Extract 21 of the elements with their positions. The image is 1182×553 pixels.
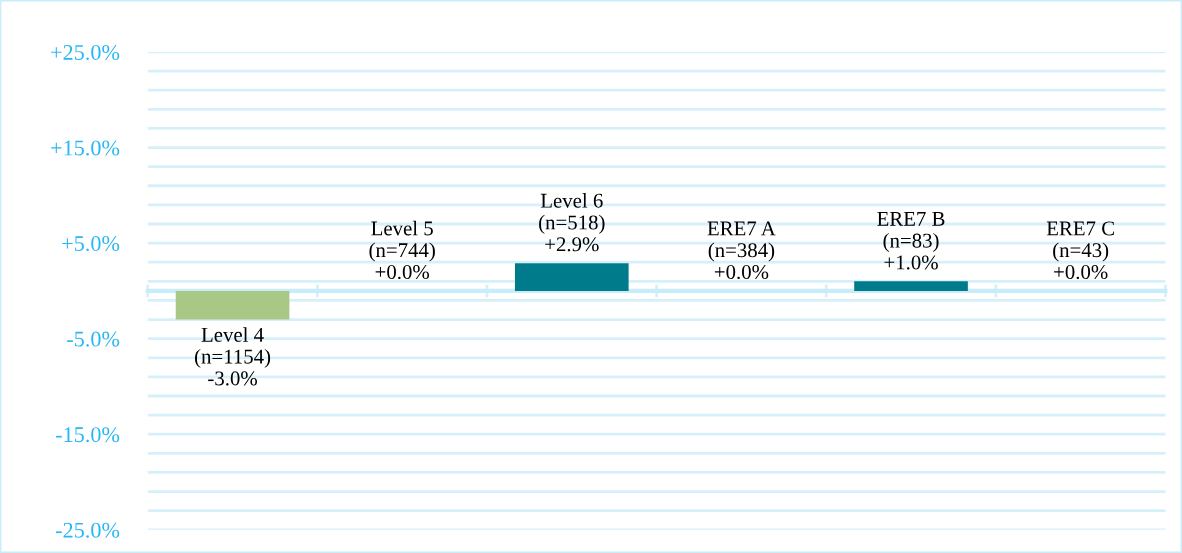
x-tick-label: ERE7 C (n=43) [1046,221,1114,262]
x-tick-label: Level 4 (n=1154) [195,327,271,368]
data-label: +0.0% [375,264,430,280]
data-label: +0.0% [1054,264,1108,280]
bar [514,263,629,291]
x-tick-label: Level 5 (n=744) [369,220,435,262]
data-label: -3.0% [208,371,258,386]
data-label: +2.9% [545,237,599,252]
data-label: +1.0% [884,255,938,270]
y-tick-label: -25.0% [56,522,120,538]
x-tick-label: Level 6 (n=518) [539,193,605,234]
y-tick-label: +5.0% [62,236,120,252]
x-tick-label: ERE7 B (n=83) [877,212,945,252]
y-tick-label: +15.0% [51,140,120,156]
bar [175,290,290,320]
bar [854,281,968,291]
y-tick-label: -5.0% [67,331,120,347]
x-tick-label: ERE7 A (n=384) [707,221,776,262]
y-tick-label: +25.0% [51,44,120,61]
y-tick-label: -15.0% [56,427,120,443]
data-label: +0.0% [714,264,769,280]
